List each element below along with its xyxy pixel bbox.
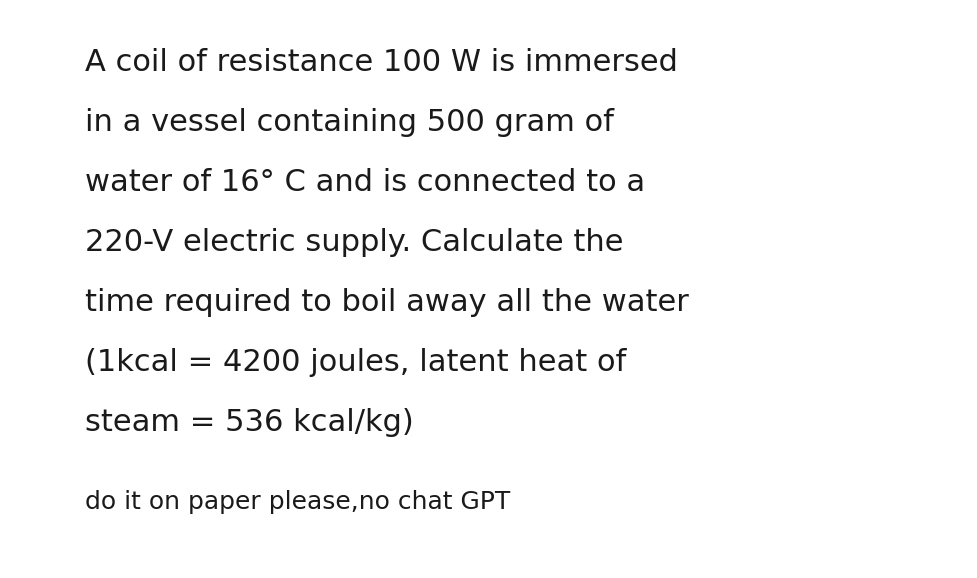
Text: A coil of resistance 100 W is immersed: A coil of resistance 100 W is immersed [85,48,677,77]
Text: water of 16° C and is connected to a: water of 16° C and is connected to a [85,168,645,197]
Text: (1kcal = 4200 joules, latent heat of: (1kcal = 4200 joules, latent heat of [85,348,625,377]
Text: 220-V electric supply. Calculate the: 220-V electric supply. Calculate the [85,228,623,257]
Text: time required to boil away all the water: time required to boil away all the water [85,288,688,317]
Text: in a vessel containing 500 gram of: in a vessel containing 500 gram of [85,108,614,137]
Text: do it on paper please,no chat GPT: do it on paper please,no chat GPT [85,490,510,514]
Text: steam = 536 kcal/kg): steam = 536 kcal/kg) [85,408,413,437]
